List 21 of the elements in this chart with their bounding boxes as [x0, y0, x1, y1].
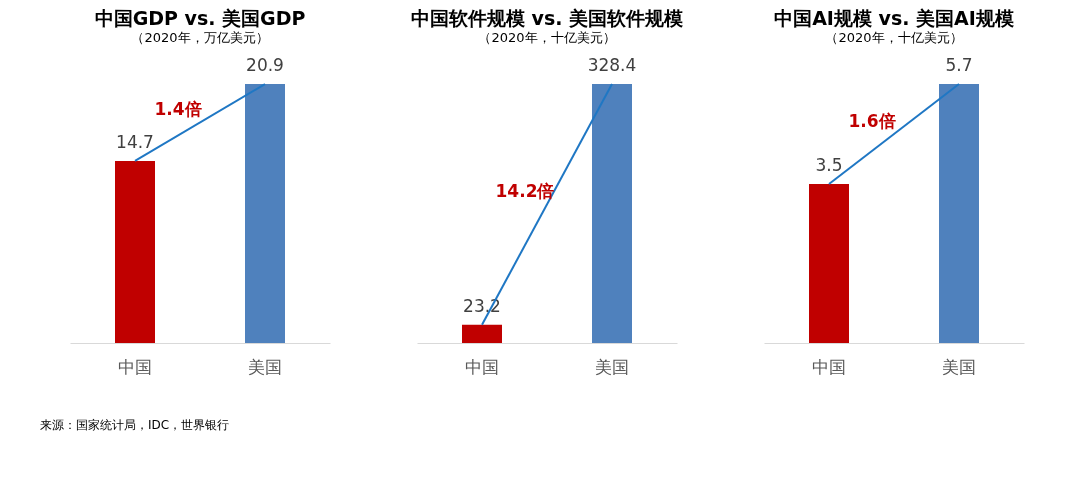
annotation: 1.4倍	[154, 99, 202, 120]
data-label: 3.5	[815, 155, 843, 176]
x-tick-label: 美国	[595, 356, 629, 377]
annotation: 1.6倍	[848, 111, 896, 132]
chart-title: 中国软件规模 vs. 美国软件规模	[410, 7, 684, 29]
chart-subtitle: （2020年，十亿美元）	[825, 30, 963, 45]
chart-subtitle: （2020年，十亿美元）	[478, 30, 616, 45]
x-tick-label: 美国	[942, 356, 976, 377]
data-label: 5.7	[945, 55, 973, 76]
data-label: 20.9	[246, 55, 284, 76]
chart-title: 中国GDP vs. 美国GDP	[94, 7, 306, 29]
x-tick-label: 中国	[812, 356, 846, 377]
chart-title: 中国AI规模 vs. 美国AI规模	[774, 7, 1014, 29]
x-tick-label: 中国	[118, 356, 152, 377]
data-label: 14.7	[116, 131, 154, 152]
x-tick-label: 美国	[248, 356, 282, 377]
data-label: 328.4	[587, 55, 637, 76]
chart-subtitle: （2020年，万亿美元）	[131, 30, 269, 45]
x-tick-label: 中国	[465, 356, 499, 377]
source-note: 来源：国家统计局，IDC，世界银行	[40, 418, 230, 432]
annotation: 14.2倍	[495, 181, 555, 202]
